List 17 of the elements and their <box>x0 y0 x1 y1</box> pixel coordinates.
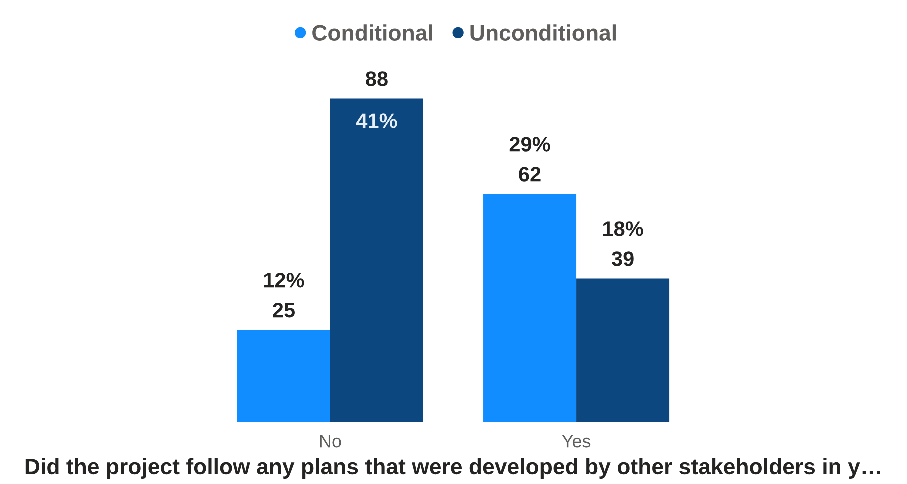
bar <box>237 330 330 422</box>
data-label: 62 <box>519 167 541 182</box>
bar <box>576 278 670 422</box>
legend-label: Unconditional <box>470 24 616 41</box>
annotation: 41% <box>356 114 398 128</box>
data-label: 39 <box>612 252 634 266</box>
data-label: 88 <box>366 72 388 86</box>
data-label: 25 <box>273 303 295 318</box>
annotation: 29% <box>510 137 550 152</box>
x-axis-title: Did the project follow any plans that were developed by other stakeholders in y… <box>26 458 880 479</box>
annotation: 12% <box>264 273 304 288</box>
bar <box>330 98 424 422</box>
bar <box>484 194 577 422</box>
x-tick-label: No <box>320 435 342 448</box>
x-tick-label: Yes <box>562 435 591 448</box>
annotation: 18% <box>604 222 644 236</box>
legend-label: Conditional <box>312 24 432 41</box>
